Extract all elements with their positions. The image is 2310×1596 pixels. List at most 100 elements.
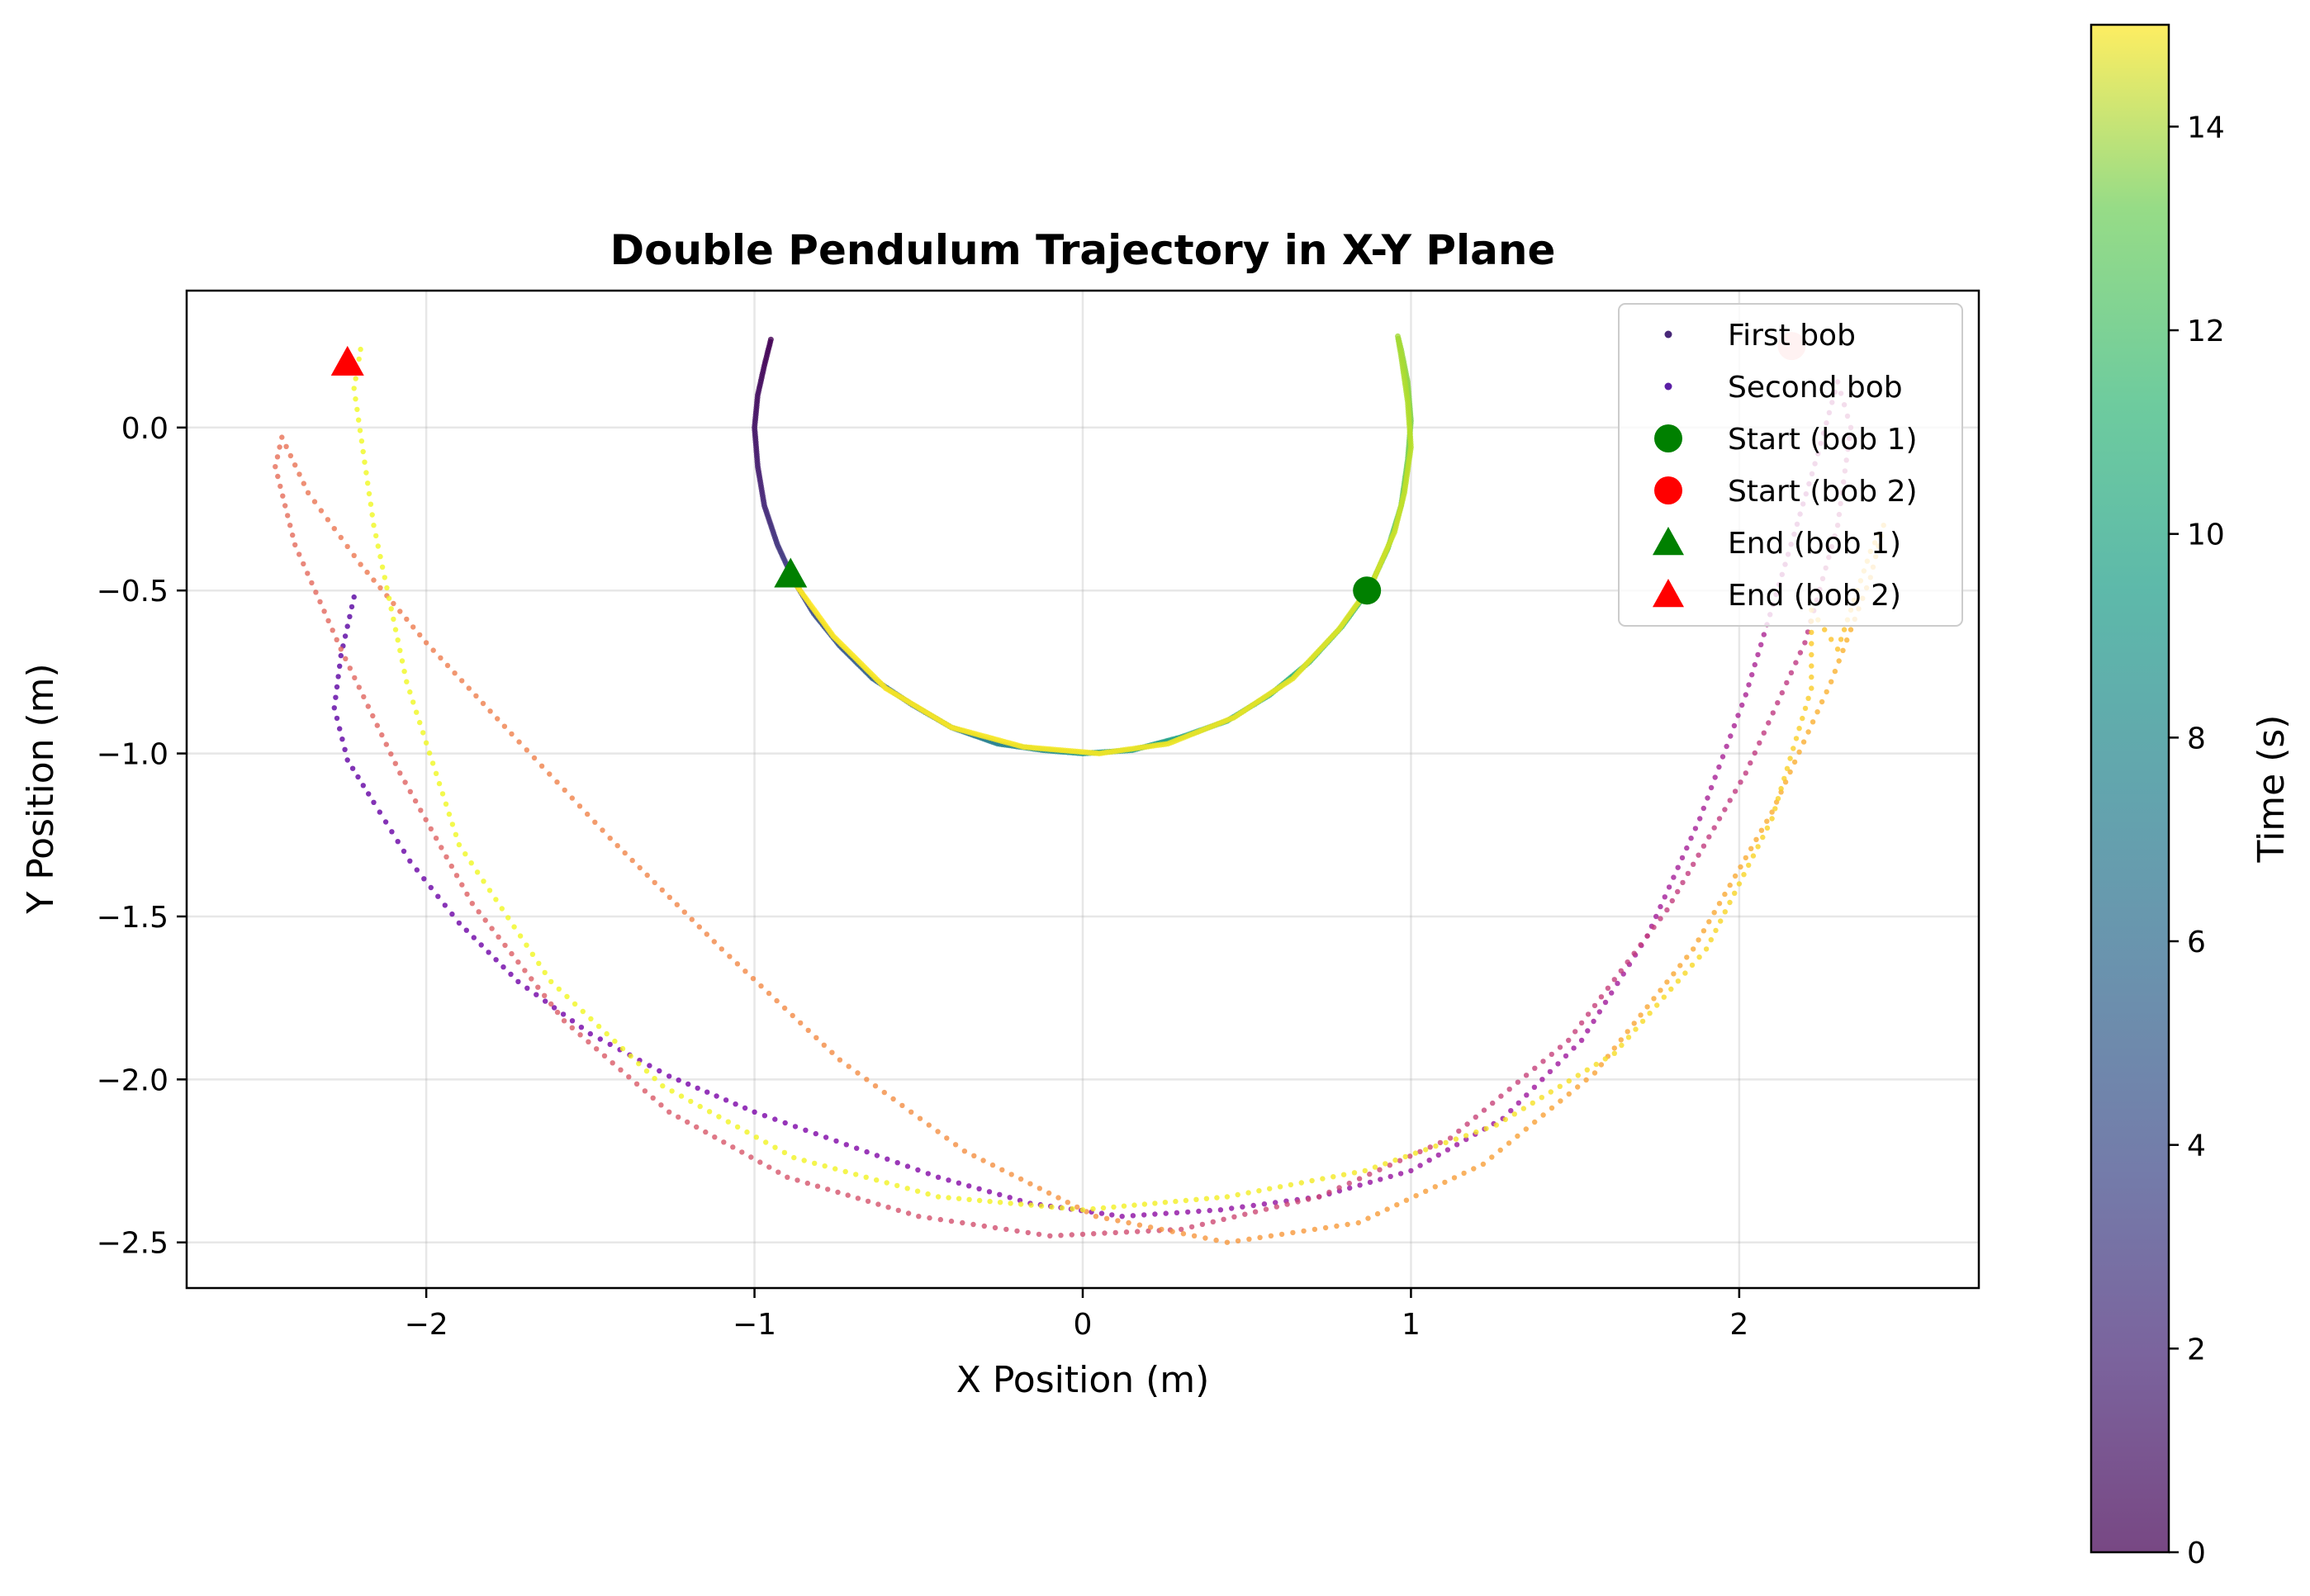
second-bob-point — [1666, 884, 1672, 890]
second-bob-point — [1152, 1201, 1158, 1206]
second-bob-point — [1427, 1144, 1433, 1150]
second-bob-point — [835, 1189, 841, 1196]
second-bob-point — [1548, 1089, 1554, 1095]
second-bob-point — [486, 888, 493, 893]
second-bob-point — [914, 1188, 921, 1194]
x-tick-label: 0 — [1074, 1308, 1093, 1342]
second-bob-point — [1572, 1029, 1578, 1035]
legend-item: End (bob 2) — [1653, 579, 1901, 613]
second-bob-point — [1523, 1126, 1530, 1132]
second-bob-point — [666, 1073, 672, 1079]
legend-label: Start (bob 1) — [1728, 423, 1918, 457]
second-bob-point — [1130, 1213, 1136, 1219]
second-bob-point — [1163, 1210, 1169, 1216]
second-bob-point — [499, 906, 505, 912]
second-bob-point — [417, 632, 423, 638]
second-bob-point — [1685, 870, 1691, 877]
second-bob-point — [1609, 990, 1615, 996]
second-bob-point — [1408, 1167, 1414, 1174]
second-bob-point — [1796, 726, 1802, 732]
second-bob-point — [704, 931, 709, 937]
second-bob-point — [607, 836, 613, 841]
second-bob-point — [1115, 1218, 1121, 1224]
second-bob-point — [1202, 1235, 1208, 1241]
second-bob-point — [1716, 764, 1722, 770]
second-bob-point — [637, 864, 643, 871]
second-bob-point — [832, 1166, 838, 1172]
second-bob-point — [1743, 770, 1748, 776]
second-bob-point — [442, 902, 448, 908]
second-bob-point — [459, 882, 465, 888]
second-bob-point — [1558, 1098, 1563, 1104]
second-bob-point — [493, 897, 499, 902]
second-bob-point — [334, 684, 340, 690]
second-bob-point — [595, 1023, 602, 1030]
second-bob-point — [347, 665, 353, 671]
second-bob-point — [1654, 1002, 1660, 1008]
second-bob-point — [1453, 1136, 1459, 1142]
second-bob-point — [548, 978, 554, 985]
second-bob-point — [1378, 1177, 1383, 1182]
second-bob-point — [1625, 1029, 1630, 1035]
second-bob-point — [1713, 927, 1719, 934]
second-bob-point — [1377, 1167, 1383, 1172]
second-bob-point — [356, 684, 362, 690]
second-bob-point — [917, 1115, 923, 1121]
second-bob-point — [1788, 670, 1795, 675]
second-bob-point — [1691, 861, 1696, 868]
second-bob-point — [569, 1018, 576, 1024]
second-bob-point — [1355, 1219, 1362, 1226]
second-bob-point — [480, 700, 486, 707]
second-bob-point — [374, 722, 380, 728]
second-bob-point — [752, 1109, 757, 1115]
second-bob-point — [1800, 739, 1807, 745]
second-bob-point — [305, 490, 311, 495]
second-bob-point — [1126, 1219, 1131, 1226]
colorbar-tick-label: 4 — [2187, 1130, 2206, 1163]
second-bob-point — [1719, 754, 1726, 760]
second-bob-point — [1585, 1011, 1591, 1017]
second-bob-point — [1662, 894, 1668, 900]
second-bob-point — [496, 934, 501, 940]
second-bob-point — [1036, 1186, 1043, 1191]
second-bob-point — [1644, 1004, 1650, 1010]
second-bob-point — [1578, 1020, 1585, 1026]
second-bob-point — [721, 1139, 727, 1145]
second-bob-point — [375, 543, 381, 549]
second-bob-point — [482, 917, 488, 923]
second-bob-point — [622, 850, 628, 856]
second-bob-point — [1423, 1188, 1429, 1195]
second-bob-point — [1372, 1164, 1378, 1170]
second-bob-point — [1712, 774, 1718, 780]
second-bob-point — [1090, 1205, 1096, 1212]
second-bob-point — [956, 1196, 962, 1201]
second-bob-point — [674, 902, 680, 907]
second-bob-point — [1575, 1073, 1582, 1078]
second-bob-point — [1174, 1210, 1180, 1216]
y-axis-label: Y Position (m) — [20, 663, 62, 914]
second-bob-point — [935, 1174, 942, 1181]
second-bob-point — [397, 647, 403, 653]
second-bob-point — [469, 901, 475, 907]
second-bob-point — [1671, 874, 1677, 880]
second-bob-point — [742, 1105, 748, 1111]
second-bob-point — [1598, 994, 1605, 1000]
second-bob-point — [542, 969, 548, 976]
second-bob-point — [365, 703, 371, 709]
second-bob-point — [511, 924, 517, 930]
second-bob-point — [486, 950, 491, 955]
second-bob-point — [1691, 946, 1696, 952]
second-bob-point — [647, 1063, 652, 1068]
second-bob-point — [535, 984, 541, 990]
second-bob-point — [430, 647, 436, 653]
second-bob-point — [610, 1060, 615, 1066]
second-bob-point — [658, 1102, 664, 1108]
second-bob-point — [560, 1011, 567, 1017]
second-bob-point — [801, 1158, 807, 1163]
second-bob-point — [1664, 979, 1670, 985]
second-bob-point — [1679, 855, 1686, 861]
second-bob-point — [282, 503, 288, 509]
second-bob-point — [1772, 806, 1778, 812]
second-bob-point — [1407, 1153, 1413, 1159]
second-bob-point — [766, 1164, 772, 1170]
